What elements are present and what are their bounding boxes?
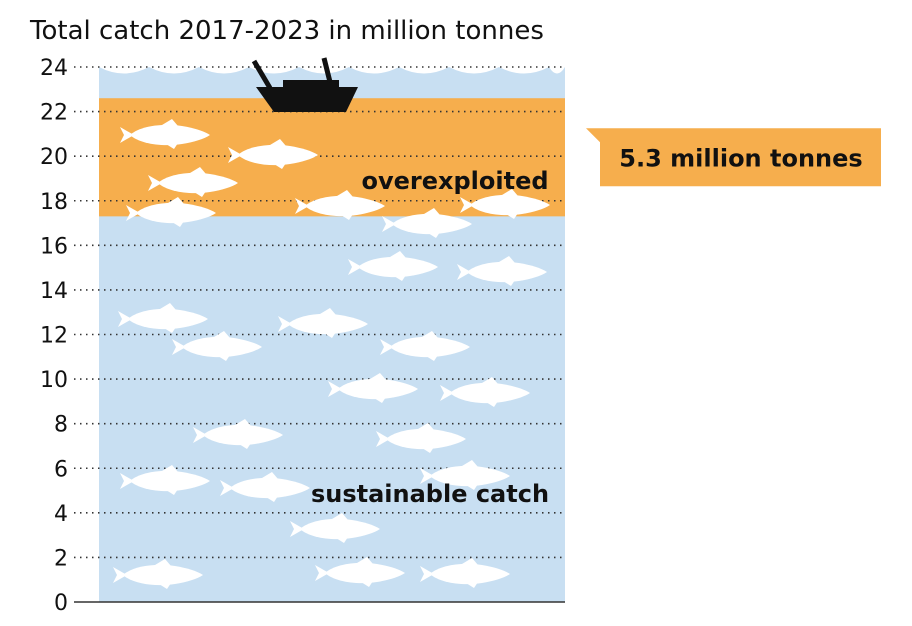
y-tick-label-24: 24 xyxy=(40,56,68,81)
overexploited-callout: 5.3 million tonnes xyxy=(586,128,881,187)
segment-label-overexploited: overexploited xyxy=(361,167,548,195)
y-tick-label-12: 12 xyxy=(40,324,68,349)
callout-box xyxy=(586,128,881,187)
chart-title: Total catch 2017-2023 in million tonnes xyxy=(29,16,544,46)
segment-label-sustainable: sustainable catch xyxy=(311,480,549,508)
y-tick-label-16: 16 xyxy=(40,234,68,259)
y-tick-label-4: 4 xyxy=(54,502,68,527)
y-tick-label-20: 20 xyxy=(40,145,68,170)
water-surface xyxy=(99,63,565,74)
y-tick-label-10: 10 xyxy=(40,368,68,393)
y-tick-label-0: 0 xyxy=(54,591,68,616)
wave-crest xyxy=(99,63,565,74)
callout-text: 5.3 million tonnes xyxy=(619,144,862,172)
y-tick-label-6: 6 xyxy=(54,457,68,482)
y-tick-label-2: 2 xyxy=(54,546,68,571)
y-tick-label-18: 18 xyxy=(40,190,68,215)
y-tick-label-22: 22 xyxy=(40,101,68,126)
y-tick-label-8: 8 xyxy=(54,413,68,438)
y-tick-label-14: 14 xyxy=(40,279,68,304)
fishing-boat-icon xyxy=(251,57,358,112)
